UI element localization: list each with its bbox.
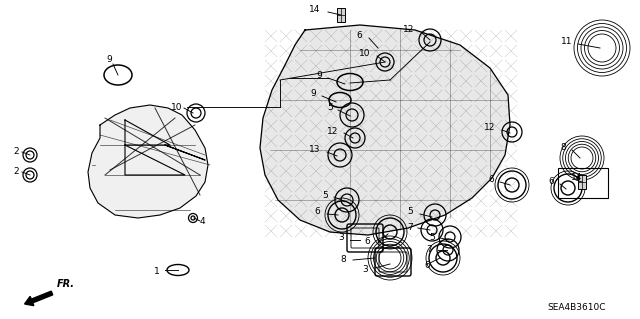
Text: 5: 5 xyxy=(429,234,435,242)
Text: 14: 14 xyxy=(571,174,582,182)
Text: 2: 2 xyxy=(13,167,19,175)
Text: 7: 7 xyxy=(407,224,413,233)
Polygon shape xyxy=(260,25,510,235)
Text: 10: 10 xyxy=(170,102,182,112)
Text: 10: 10 xyxy=(358,49,370,58)
Text: 12: 12 xyxy=(403,26,414,34)
Text: 6: 6 xyxy=(424,261,429,270)
FancyArrow shape xyxy=(24,291,52,306)
Text: 6: 6 xyxy=(314,207,320,217)
Text: 1: 1 xyxy=(154,268,160,277)
Bar xyxy=(558,168,608,198)
Text: 12: 12 xyxy=(484,123,495,132)
Text: 14: 14 xyxy=(308,5,320,14)
Text: 5: 5 xyxy=(323,190,328,199)
Text: 2: 2 xyxy=(13,146,19,155)
Text: 6: 6 xyxy=(356,32,362,41)
Text: 9: 9 xyxy=(106,55,112,63)
Text: 3: 3 xyxy=(339,234,344,242)
Text: 6: 6 xyxy=(488,175,494,184)
Text: 8: 8 xyxy=(340,256,346,264)
Text: 3: 3 xyxy=(362,265,368,275)
Text: 9: 9 xyxy=(316,71,322,80)
Text: 6: 6 xyxy=(548,177,554,187)
Text: 5: 5 xyxy=(327,103,333,113)
Text: 6: 6 xyxy=(364,238,370,247)
Polygon shape xyxy=(88,105,208,218)
Text: 13: 13 xyxy=(308,145,320,154)
Text: 8: 8 xyxy=(560,144,566,152)
Text: 4: 4 xyxy=(200,218,205,226)
Bar xyxy=(337,8,345,22)
Text: 12: 12 xyxy=(326,128,338,137)
Text: 9: 9 xyxy=(310,90,316,99)
Text: FR.: FR. xyxy=(57,279,75,289)
Bar xyxy=(578,175,586,189)
Text: 11: 11 xyxy=(561,38,572,47)
Text: 5: 5 xyxy=(407,207,413,217)
Text: 7: 7 xyxy=(426,246,432,255)
Text: SEA4B3610C: SEA4B3610C xyxy=(547,303,605,313)
